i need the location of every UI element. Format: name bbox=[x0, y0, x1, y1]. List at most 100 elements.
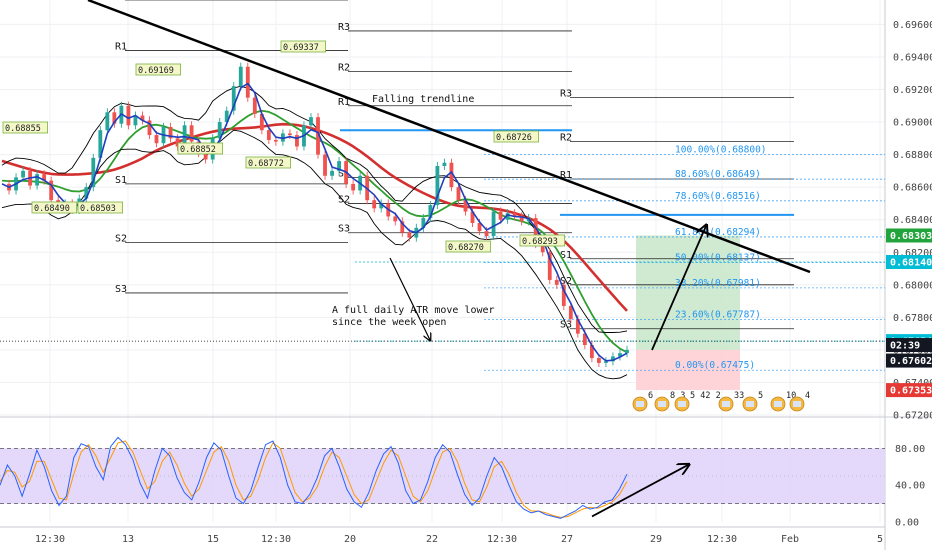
swing-label-3: 0.69169 bbox=[138, 66, 174, 76]
price-tick-7: 0.68200 bbox=[893, 248, 932, 259]
swing-label-6: 0.69337 bbox=[283, 43, 319, 53]
price-label-box-4 bbox=[886, 353, 932, 368]
candle-body-68 bbox=[477, 222, 482, 232]
candle-body-70 bbox=[491, 211, 496, 236]
fib-label-0: 100.00%(0.68800) bbox=[675, 145, 767, 156]
candle-body-58 bbox=[407, 232, 412, 238]
candle-body-73 bbox=[512, 213, 517, 217]
fib-label-3: 61.80%(0.68294) bbox=[675, 227, 761, 238]
swing-label-4: 0.68852 bbox=[180, 145, 216, 155]
fib-label-6: 23.60%(0.67787) bbox=[675, 309, 761, 320]
candle-body-45 bbox=[316, 117, 320, 155]
trendline-label: Falling trendline bbox=[372, 94, 474, 105]
candle-body-74 bbox=[519, 216, 524, 222]
price-label-5: 0.67353 bbox=[890, 386, 932, 397]
candle-body-34 bbox=[238, 66, 243, 87]
fib-label-4: 50.00%(0.68137) bbox=[675, 253, 761, 264]
candle-body-64 bbox=[449, 162, 454, 188]
pivot-label-2-r2: R2 bbox=[560, 133, 572, 144]
candle-body-69 bbox=[484, 231, 489, 236]
pivot-label-1-s2: S2 bbox=[338, 194, 350, 205]
candle-body-19 bbox=[133, 115, 138, 126]
candle-body-56 bbox=[393, 216, 398, 222]
event-badge-count-6: 4 bbox=[805, 391, 810, 401]
candle-body-66 bbox=[463, 200, 468, 212]
time-tick-10: Feb bbox=[781, 534, 799, 545]
candle-body-36 bbox=[252, 97, 257, 114]
candle-body-62 bbox=[435, 166, 440, 206]
swing-label-7: 0.68270 bbox=[448, 243, 484, 253]
candle-body-37 bbox=[259, 113, 264, 131]
oscillator-tick-0: 80.00 bbox=[895, 444, 925, 455]
price-label-0: 0.68303 bbox=[890, 231, 932, 242]
candle-body-61 bbox=[428, 205, 433, 219]
event-flag-icon-4 bbox=[746, 401, 754, 407]
candle-body-78 bbox=[547, 252, 552, 280]
candle-body-12 bbox=[84, 187, 89, 199]
target-zone bbox=[636, 235, 740, 350]
atr-annotation-line-2: since the week open bbox=[332, 317, 446, 328]
candle-body-3 bbox=[21, 170, 25, 178]
swing-box-4 bbox=[177, 142, 223, 155]
price-tick-5: 0.68600 bbox=[893, 183, 932, 194]
swing-box-9 bbox=[519, 234, 565, 247]
candle-body-15 bbox=[105, 112, 110, 131]
oscillator-arrow bbox=[591, 465, 688, 518]
candle-body-65 bbox=[456, 187, 461, 201]
candle-body-57 bbox=[400, 221, 405, 233]
candle-body-50 bbox=[351, 183, 356, 191]
candle-body-7 bbox=[49, 180, 54, 201]
price-label-box-0 bbox=[886, 228, 932, 243]
falling-trendline bbox=[87, 0, 811, 274]
pivot-label-1-s3: S3 bbox=[338, 224, 350, 235]
pivot-label-0-r2: R2 bbox=[115, 0, 127, 2]
atr-annotation-line-1: A full daily ATR move lower bbox=[332, 305, 495, 316]
candle-body-46 bbox=[323, 154, 327, 176]
candle-body-54 bbox=[379, 203, 384, 209]
price-tick-8: 0.68000 bbox=[893, 280, 932, 291]
candle-body-22 bbox=[154, 135, 159, 144]
price-label-1: 0.68140 bbox=[890, 258, 932, 269]
price-tick-1: 0.69400 bbox=[893, 52, 932, 63]
oscillator-tick-2: 0.00 bbox=[895, 518, 919, 529]
price-tick-3: 0.69000 bbox=[893, 118, 932, 129]
candle-body-80 bbox=[561, 284, 566, 306]
time-tick-4: 20 bbox=[344, 534, 356, 545]
pivot-label-0-r1: R1 bbox=[115, 41, 127, 52]
event-badge-count-4: 5 bbox=[758, 391, 763, 401]
swing-label-2: 0.68503 bbox=[80, 204, 116, 214]
pivot-label-0-s1: S1 bbox=[115, 175, 127, 186]
medium-moving-average bbox=[1, 109, 628, 354]
swing-box-0 bbox=[2, 121, 48, 134]
candle-body-88 bbox=[618, 353, 622, 357]
event-badge-count-0: 6 bbox=[648, 391, 653, 401]
candle-body-84 bbox=[589, 345, 594, 359]
fib-label-5: 38.20%(0.67981) bbox=[675, 278, 761, 289]
oscillator-tick-1: 40.00 bbox=[895, 481, 925, 492]
time-tick-7: 27 bbox=[561, 534, 573, 545]
swing-box-3 bbox=[135, 63, 181, 76]
candle-body-72 bbox=[505, 213, 510, 220]
target-arrow bbox=[651, 226, 706, 351]
pivot-label-0-s3: S3 bbox=[115, 284, 127, 295]
pivot-label-2-s1: S1 bbox=[560, 250, 572, 261]
candle-body-85 bbox=[597, 358, 601, 363]
event-badge-count-5: 10 bbox=[786, 391, 796, 401]
candle-body-38 bbox=[266, 130, 271, 140]
candle-body-53 bbox=[372, 200, 377, 209]
event-flag-icon-2 bbox=[678, 401, 686, 407]
event-badge-count-3: 33 bbox=[734, 391, 744, 401]
pivot-label-1-s1: S1 bbox=[338, 168, 350, 179]
candle-body-77 bbox=[540, 244, 545, 253]
candle-body-42 bbox=[295, 135, 299, 147]
candle-body-81 bbox=[568, 305, 573, 319]
time-tick-0: 12:30 bbox=[35, 534, 65, 545]
fib-label-7: 0.00%(0.67475) bbox=[675, 360, 755, 371]
event-flag-icon-5 bbox=[774, 401, 782, 407]
event-flag-icon-3 bbox=[722, 401, 730, 407]
swing-label-1: 0.68490 bbox=[34, 204, 70, 214]
time-tick-2: 15 bbox=[207, 534, 219, 545]
candle-body-47 bbox=[330, 170, 334, 176]
fib-label-2: 78.60%(0.68516) bbox=[675, 191, 761, 202]
